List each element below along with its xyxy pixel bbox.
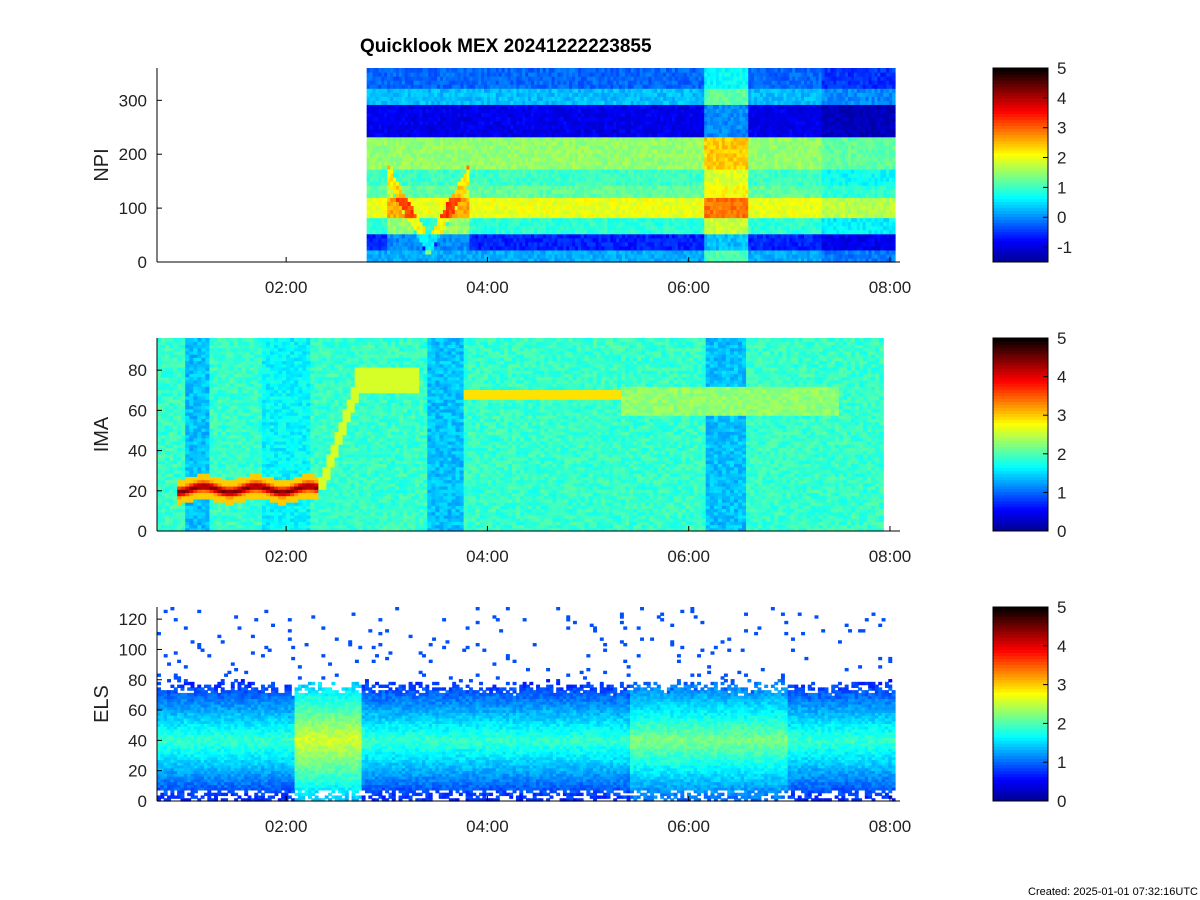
heatmap-cells-npi: [367, 68, 896, 263]
